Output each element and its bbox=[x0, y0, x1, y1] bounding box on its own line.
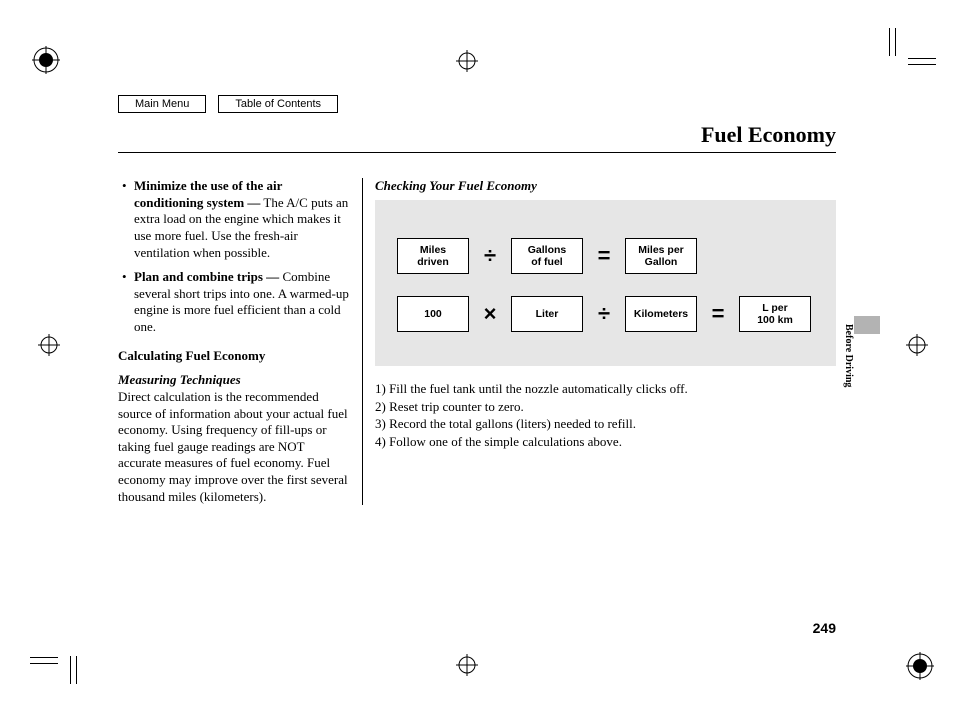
op-divide-icon: ÷ bbox=[595, 301, 613, 327]
toc-button[interactable]: Table of Contents bbox=[218, 95, 338, 113]
formula-row-lper100: 100 × Liter ÷ Kilometers = L per100 km bbox=[397, 296, 814, 332]
crop-mark-icon bbox=[76, 656, 77, 684]
crop-mark-icon bbox=[908, 58, 936, 59]
measuring-heading: Measuring Techniques bbox=[118, 372, 350, 389]
op-equals-icon: = bbox=[595, 243, 613, 269]
crop-mark-icon bbox=[30, 657, 58, 658]
step-3: 3) Record the total gallons (liters) nee… bbox=[375, 415, 836, 433]
reg-mark-top-center-icon bbox=[456, 50, 478, 72]
reg-mark-right-center-icon bbox=[906, 334, 928, 356]
steps-list: 1) Fill the fuel tank until the nozzle a… bbox=[375, 380, 836, 450]
reg-mark-bottom-right-icon bbox=[906, 652, 934, 680]
fbox-lper100: L per100 km bbox=[739, 296, 811, 332]
checking-heading: Checking Your Fuel Economy bbox=[375, 178, 836, 194]
tip-bullet-trips-bold: Plan and combine trips — bbox=[134, 269, 279, 284]
page-title: Fuel Economy bbox=[701, 122, 836, 148]
measuring-body: Direct calculation is the recommended so… bbox=[118, 389, 350, 505]
fbox-miles-driven: Milesdriven bbox=[397, 238, 469, 274]
op-divide-icon: ÷ bbox=[481, 243, 499, 269]
reg-mark-top-left-icon bbox=[32, 46, 60, 74]
fbox-gallons: Gallonsof fuel bbox=[511, 238, 583, 274]
left-column: Minimize the use of the air conditioning… bbox=[118, 178, 363, 505]
fbox-mpg: Miles perGallon bbox=[625, 238, 697, 274]
crop-mark-icon bbox=[70, 656, 71, 684]
crop-mark-icon bbox=[889, 28, 890, 56]
reg-mark-left-center-icon bbox=[38, 334, 60, 356]
section-tab-label: Before Driving bbox=[843, 324, 854, 387]
tip-bullet-trips: Plan and combine trips — Combine several… bbox=[126, 269, 350, 336]
fbox-km: Kilometers bbox=[625, 296, 697, 332]
op-equals-icon: = bbox=[709, 301, 727, 327]
formula-panel: Milesdriven ÷ Gallonsof fuel = Miles per… bbox=[375, 200, 836, 366]
op-multiply-icon: × bbox=[481, 301, 499, 327]
fbox-100: 100 bbox=[397, 296, 469, 332]
crop-mark-icon bbox=[908, 64, 936, 65]
reg-mark-bottom-center-icon bbox=[456, 654, 478, 676]
page-number: 249 bbox=[813, 620, 836, 636]
title-rule bbox=[118, 152, 836, 153]
crop-mark-icon bbox=[895, 28, 896, 56]
section-tab bbox=[854, 316, 880, 334]
formula-row-mpg: Milesdriven ÷ Gallonsof fuel = Miles per… bbox=[397, 238, 814, 274]
right-column: Checking Your Fuel Economy Milesdriven ÷… bbox=[363, 178, 836, 505]
crop-mark-icon bbox=[30, 663, 58, 664]
step-1: 1) Fill the fuel tank until the nozzle a… bbox=[375, 380, 836, 398]
calc-heading: Calculating Fuel Economy bbox=[118, 348, 350, 365]
content-area: Minimize the use of the air conditioning… bbox=[118, 178, 836, 505]
step-4: 4) Follow one of the simple calculations… bbox=[375, 433, 836, 451]
main-menu-button[interactable]: Main Menu bbox=[118, 95, 206, 113]
tip-bullet-ac: Minimize the use of the air conditioning… bbox=[126, 178, 350, 261]
step-2: 2) Reset trip counter to zero. bbox=[375, 398, 836, 416]
fbox-liter: Liter bbox=[511, 296, 583, 332]
